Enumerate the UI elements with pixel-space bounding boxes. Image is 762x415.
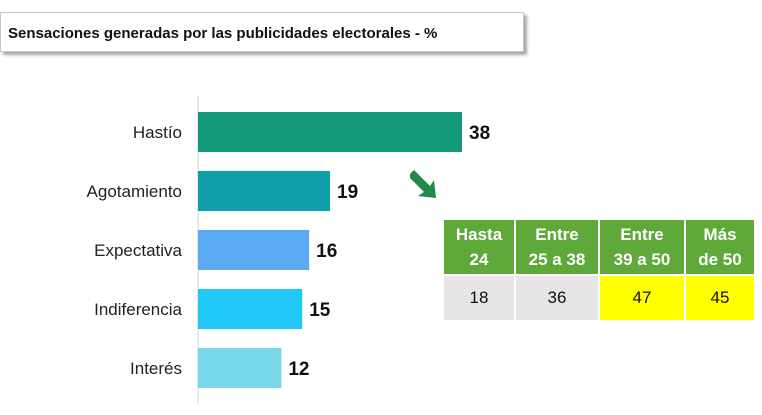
data-label: 16	[316, 241, 337, 262]
age-header-cell: Hasta 24	[444, 220, 516, 276]
chart-title: Sensaciones generadas por las publicidad…	[8, 25, 438, 42]
data-label: 38	[469, 123, 490, 144]
age-header-cell: Más de 50	[685, 220, 754, 276]
age-value-cell: 45	[685, 275, 754, 320]
down-right-arrow-icon	[410, 170, 436, 198]
category-label: Indiferencia	[94, 300, 182, 319]
age-value-cell: 18	[444, 275, 516, 320]
category-label: Expectativa	[94, 241, 182, 260]
data-label: 12	[288, 359, 309, 380]
age-value-row: 18 36 47 45	[444, 275, 754, 320]
category-label: Interés	[130, 359, 182, 378]
age-value-cell: 36	[515, 275, 600, 320]
age-header-row: Hasta 24 Entre 25 a 38 Entre 39 a 50 Más…	[444, 220, 754, 276]
age-value-cell: 47	[599, 275, 686, 320]
age-header-cell: Entre 39 a 50	[599, 220, 686, 276]
data-label: 19	[337, 182, 358, 203]
chart-title-box: Sensaciones generadas por las publicidad…	[0, 12, 524, 52]
data-label: 15	[309, 300, 331, 321]
bar	[198, 230, 310, 270]
age-header-cell: Entre 25 a 38	[515, 220, 600, 276]
bar	[198, 289, 303, 329]
category-label: Hastío	[133, 123, 182, 142]
age-breakdown-table: Hasta 24 Entre 25 a 38 Entre 39 a 50 Más…	[444, 220, 754, 320]
bar	[198, 112, 462, 152]
category-label: Agotamiento	[87, 182, 182, 201]
bar	[198, 171, 330, 211]
bar	[198, 348, 282, 388]
